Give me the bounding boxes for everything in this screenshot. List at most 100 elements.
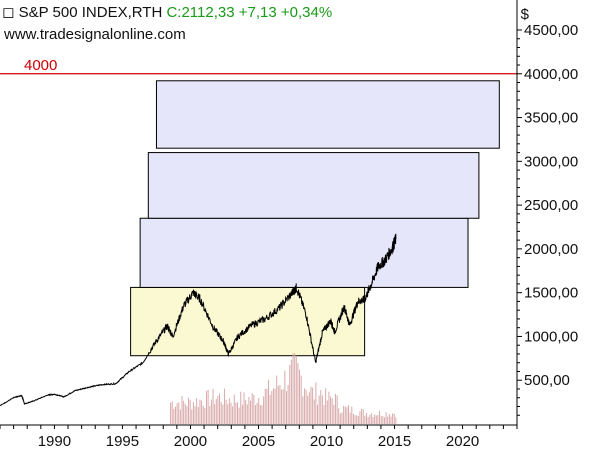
currency-label: $ <box>520 6 529 23</box>
volume-bar <box>382 416 384 424</box>
volume-bar <box>210 399 212 424</box>
volume-bar <box>194 406 196 424</box>
volume-bar <box>170 402 172 424</box>
symbol-name: S&P 500 INDEX,RTH <box>18 4 163 21</box>
volume-bar <box>219 393 221 424</box>
volume-bar <box>377 414 379 424</box>
volume-bar <box>191 409 193 424</box>
volume-bar <box>336 395 338 424</box>
volume-bar <box>179 409 181 424</box>
volume-bar <box>334 394 336 424</box>
volume-bar <box>339 413 341 424</box>
volume-bars <box>170 353 397 424</box>
volume-bar <box>223 388 225 424</box>
volume-bar <box>266 388 268 424</box>
volume-bar <box>362 409 364 424</box>
volume-bar <box>274 388 276 424</box>
volume-bar <box>220 402 222 424</box>
volume-bar <box>354 415 356 424</box>
volume-bar <box>321 395 323 424</box>
volume-bar <box>284 370 286 424</box>
volume-bar <box>241 404 243 424</box>
volume-bar <box>303 388 305 424</box>
volume-bar <box>173 408 175 424</box>
price-line <box>0 233 397 406</box>
volume-bar <box>243 392 245 424</box>
level-4000-label: 4000 <box>24 57 57 74</box>
volume-bar <box>290 359 292 424</box>
volume-bar <box>325 388 327 424</box>
volume-bar <box>176 403 178 424</box>
volume-bar <box>392 413 394 424</box>
volume-bar <box>295 355 297 424</box>
volume-bar <box>346 407 348 424</box>
axes: 500,00 1000,00 1500,00 2000,00 2500,00 3000,0… <box>0 0 578 450</box>
x-tick-label: 2000 <box>174 433 207 450</box>
volume-bar <box>264 388 266 424</box>
volume-bar <box>207 389 209 424</box>
volume-bar <box>263 396 265 424</box>
volume-bar <box>307 395 309 424</box>
volume-bar <box>228 398 230 424</box>
volume-bar <box>250 400 252 424</box>
volume-bar <box>230 402 232 424</box>
volume-bar <box>178 402 180 424</box>
volume-bar <box>201 400 203 424</box>
volume-bar <box>351 406 353 424</box>
volume-bar <box>305 389 307 424</box>
y-tick-label: 4500,00 <box>524 22 578 39</box>
volume-bar <box>328 391 330 424</box>
volume-bar <box>372 416 374 424</box>
volume-bar <box>268 379 270 424</box>
range-box-2 <box>139 217 469 288</box>
y-tick-label: 3500,00 <box>524 110 578 127</box>
volume-bar <box>209 406 211 424</box>
checkbox-icon[interactable]: ◻ <box>2 4 15 21</box>
volume-bar <box>352 413 354 424</box>
volume-bar <box>364 415 366 424</box>
volume-bar <box>343 405 345 424</box>
volume-bar <box>197 407 199 424</box>
volume-bar <box>374 414 376 424</box>
volume-bar <box>317 404 319 424</box>
volume-bar <box>259 405 261 424</box>
x-tick-label: 2010 <box>310 433 343 450</box>
volume-bar <box>248 396 250 424</box>
volume-bar <box>174 406 176 424</box>
volume-bar <box>320 390 322 424</box>
volume-bar <box>299 369 301 424</box>
volume-bar <box>385 412 387 424</box>
volume-bar <box>276 375 278 424</box>
y-tick-label: 4000,00 <box>524 66 578 83</box>
chart-header: ◻ S&P 500 INDEX,RTH C:2112,33 +7,13 +0,3… <box>2 3 332 21</box>
volume-bar <box>238 407 240 424</box>
range-box-4 <box>155 80 500 149</box>
volume-bar <box>183 400 185 424</box>
volume-bar <box>333 404 335 424</box>
range-boxes <box>130 80 500 357</box>
y-tick-label: 2000,00 <box>524 241 578 258</box>
volume-bar <box>188 397 190 424</box>
volume-bar <box>383 417 385 424</box>
volume-bar <box>245 400 247 424</box>
volume-bar <box>222 404 224 424</box>
x-tick-label: 1995 <box>106 433 139 450</box>
range-box-3 <box>147 152 480 219</box>
volume-bar <box>215 399 217 424</box>
x-tick-label: 2015 <box>378 433 411 450</box>
volume-bar <box>300 375 302 424</box>
y-tick-label: 2500,00 <box>524 197 578 214</box>
volume-bar <box>361 408 363 424</box>
volume-bar <box>237 402 239 424</box>
volume-bar <box>326 400 328 424</box>
volume-bar <box>338 408 340 424</box>
volume-bar <box>341 412 343 424</box>
volume-bar <box>388 414 390 424</box>
volume-bar <box>312 387 314 424</box>
volume-bar <box>302 396 304 424</box>
volume-bar <box>253 394 255 424</box>
volume-bar <box>217 395 219 424</box>
volume-bar <box>369 415 371 424</box>
volume-bar <box>189 399 191 424</box>
volume-bar <box>315 382 317 424</box>
